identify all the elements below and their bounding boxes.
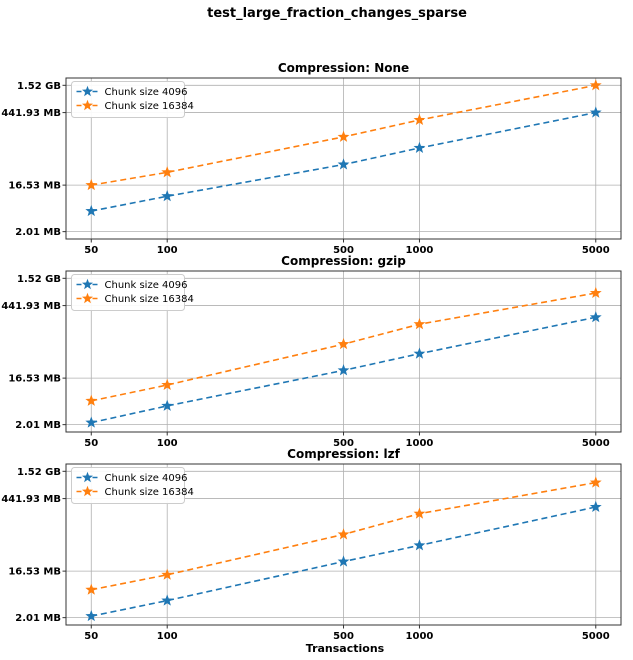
x-tick-label: 1000 xyxy=(406,245,434,256)
data-point-star xyxy=(161,190,174,202)
legend-label: Chunk size 4096 xyxy=(105,473,188,484)
data-point-star xyxy=(589,286,602,299)
legend: Chunk size 4096 Chunk size 16384 xyxy=(71,81,194,118)
data-point-star xyxy=(161,166,174,178)
legend: Chunk size 4096 Chunk size 16384 xyxy=(71,467,194,504)
x-tick-label: 100 xyxy=(157,438,178,449)
x-tick-label: 50 xyxy=(84,245,98,256)
y-tick-label: 441.93 MB xyxy=(1,301,61,312)
y-tick-label: 2.01 MB xyxy=(15,227,61,238)
x-tick-label: 100 xyxy=(157,245,178,256)
data-point-star xyxy=(85,583,98,595)
tick-labels: 50 100 500 1000 5000 1.52 GB 441.93 MB 16.53 MB… xyxy=(1,81,609,256)
x-tick-label: 1000 xyxy=(406,631,434,642)
legend-box xyxy=(71,467,185,504)
subplot-none-title: Compression: None xyxy=(277,61,410,75)
y-tick-label: 1.52 GB xyxy=(17,81,61,92)
legend-box xyxy=(71,274,185,311)
data-point-star xyxy=(337,337,350,350)
data-point-star xyxy=(589,79,602,91)
subplot-0: 50 100 500 1000 5000 1.52 GB 441.93 MB 16.53 MB… xyxy=(1,77,622,256)
data-point-star xyxy=(85,416,98,428)
y-tick-label: 2.01 MB xyxy=(15,613,61,624)
y-tick-label: 16.53 MB xyxy=(8,374,61,385)
data-point-star xyxy=(589,311,602,323)
legend: Chunk size 4096 Chunk size 16384 xyxy=(71,274,194,311)
tick-labels: 50 100 500 1000 5000 1.52 GB 441.93 MB 16.53 MB… xyxy=(1,467,609,642)
data-point-star xyxy=(161,399,174,411)
legend-label: Chunk size 16384 xyxy=(105,487,194,498)
x-tick-label: 100 xyxy=(157,631,178,642)
figure-title: test_large_fraction_changes_sparse xyxy=(207,6,467,21)
legend-label: Chunk size 4096 xyxy=(105,280,188,291)
legend-label: Chunk size 16384 xyxy=(105,101,194,112)
data-point-star xyxy=(337,555,350,567)
subplot-gzip-title: Compression: gzip xyxy=(281,254,406,268)
y-tick-label: 1.52 GB xyxy=(17,274,61,285)
subplot-1: 50 100 500 1000 5000 1.52 GB 441.93 MB 16.53 MB… xyxy=(1,270,622,449)
legend-handle-star xyxy=(81,85,94,97)
data-point-star xyxy=(337,158,350,170)
x-tick-label: 5000 xyxy=(582,438,610,449)
x-tick-label: 50 xyxy=(84,631,98,642)
data-point-star xyxy=(337,528,350,540)
data-point-star xyxy=(413,507,426,519)
y-tick-label: 2.01 MB xyxy=(15,420,61,431)
y-tick-label: 16.53 MB xyxy=(8,567,61,578)
data-point-star xyxy=(589,476,602,488)
data-point-star xyxy=(413,539,426,551)
legend-handle-star xyxy=(81,292,94,304)
data-point-star xyxy=(337,364,350,376)
data-point-star xyxy=(161,378,174,391)
legend-handle-star xyxy=(81,278,94,290)
data-point-star xyxy=(589,106,602,118)
x-tick-label: 500 xyxy=(333,631,354,642)
data-point-star xyxy=(161,568,174,580)
x-tick-label: 5000 xyxy=(582,631,610,642)
x-tick-label: 5000 xyxy=(582,245,610,256)
y-tick-label: 16.53 MB xyxy=(8,181,61,192)
y-tick-label: 1.52 GB xyxy=(17,467,61,478)
legend-label: Chunk size 16384 xyxy=(105,294,194,305)
subplot-lzf-title: Compression: lzf xyxy=(287,447,400,461)
y-tick-label: 441.93 MB xyxy=(1,108,61,119)
x-tick-label: 50 xyxy=(84,438,98,449)
x-tick-label: 1000 xyxy=(406,438,434,449)
x-axis-label: Transactions xyxy=(305,642,385,655)
data-point-star xyxy=(413,318,426,330)
x-tick-label: 500 xyxy=(333,245,354,256)
legend-handle-star xyxy=(81,471,94,483)
legend-handle-star xyxy=(81,99,94,111)
data-point-star xyxy=(85,394,98,406)
data-point-star xyxy=(413,347,426,359)
data-point-star xyxy=(161,594,174,606)
legend-box xyxy=(71,81,185,118)
data-point-star xyxy=(85,609,98,622)
data-point-star xyxy=(85,204,98,217)
data-point-star xyxy=(589,500,602,512)
subplot-2: 50 100 500 1000 5000 1.52 GB 441.93 MB 16.53 MB… xyxy=(1,463,622,642)
x-tick-label: 500 xyxy=(333,438,354,449)
data-point-star xyxy=(413,141,426,153)
legend-handle-star xyxy=(81,485,94,497)
legend-label: Chunk size 4096 xyxy=(105,87,188,98)
data-point-star xyxy=(337,130,350,142)
tick-labels: 50 100 500 1000 5000 1.52 GB 441.93 MB 16.53 MB… xyxy=(1,274,609,449)
data-point-star xyxy=(85,178,98,191)
data-point-star xyxy=(413,113,426,125)
y-tick-label: 441.93 MB xyxy=(1,494,61,505)
